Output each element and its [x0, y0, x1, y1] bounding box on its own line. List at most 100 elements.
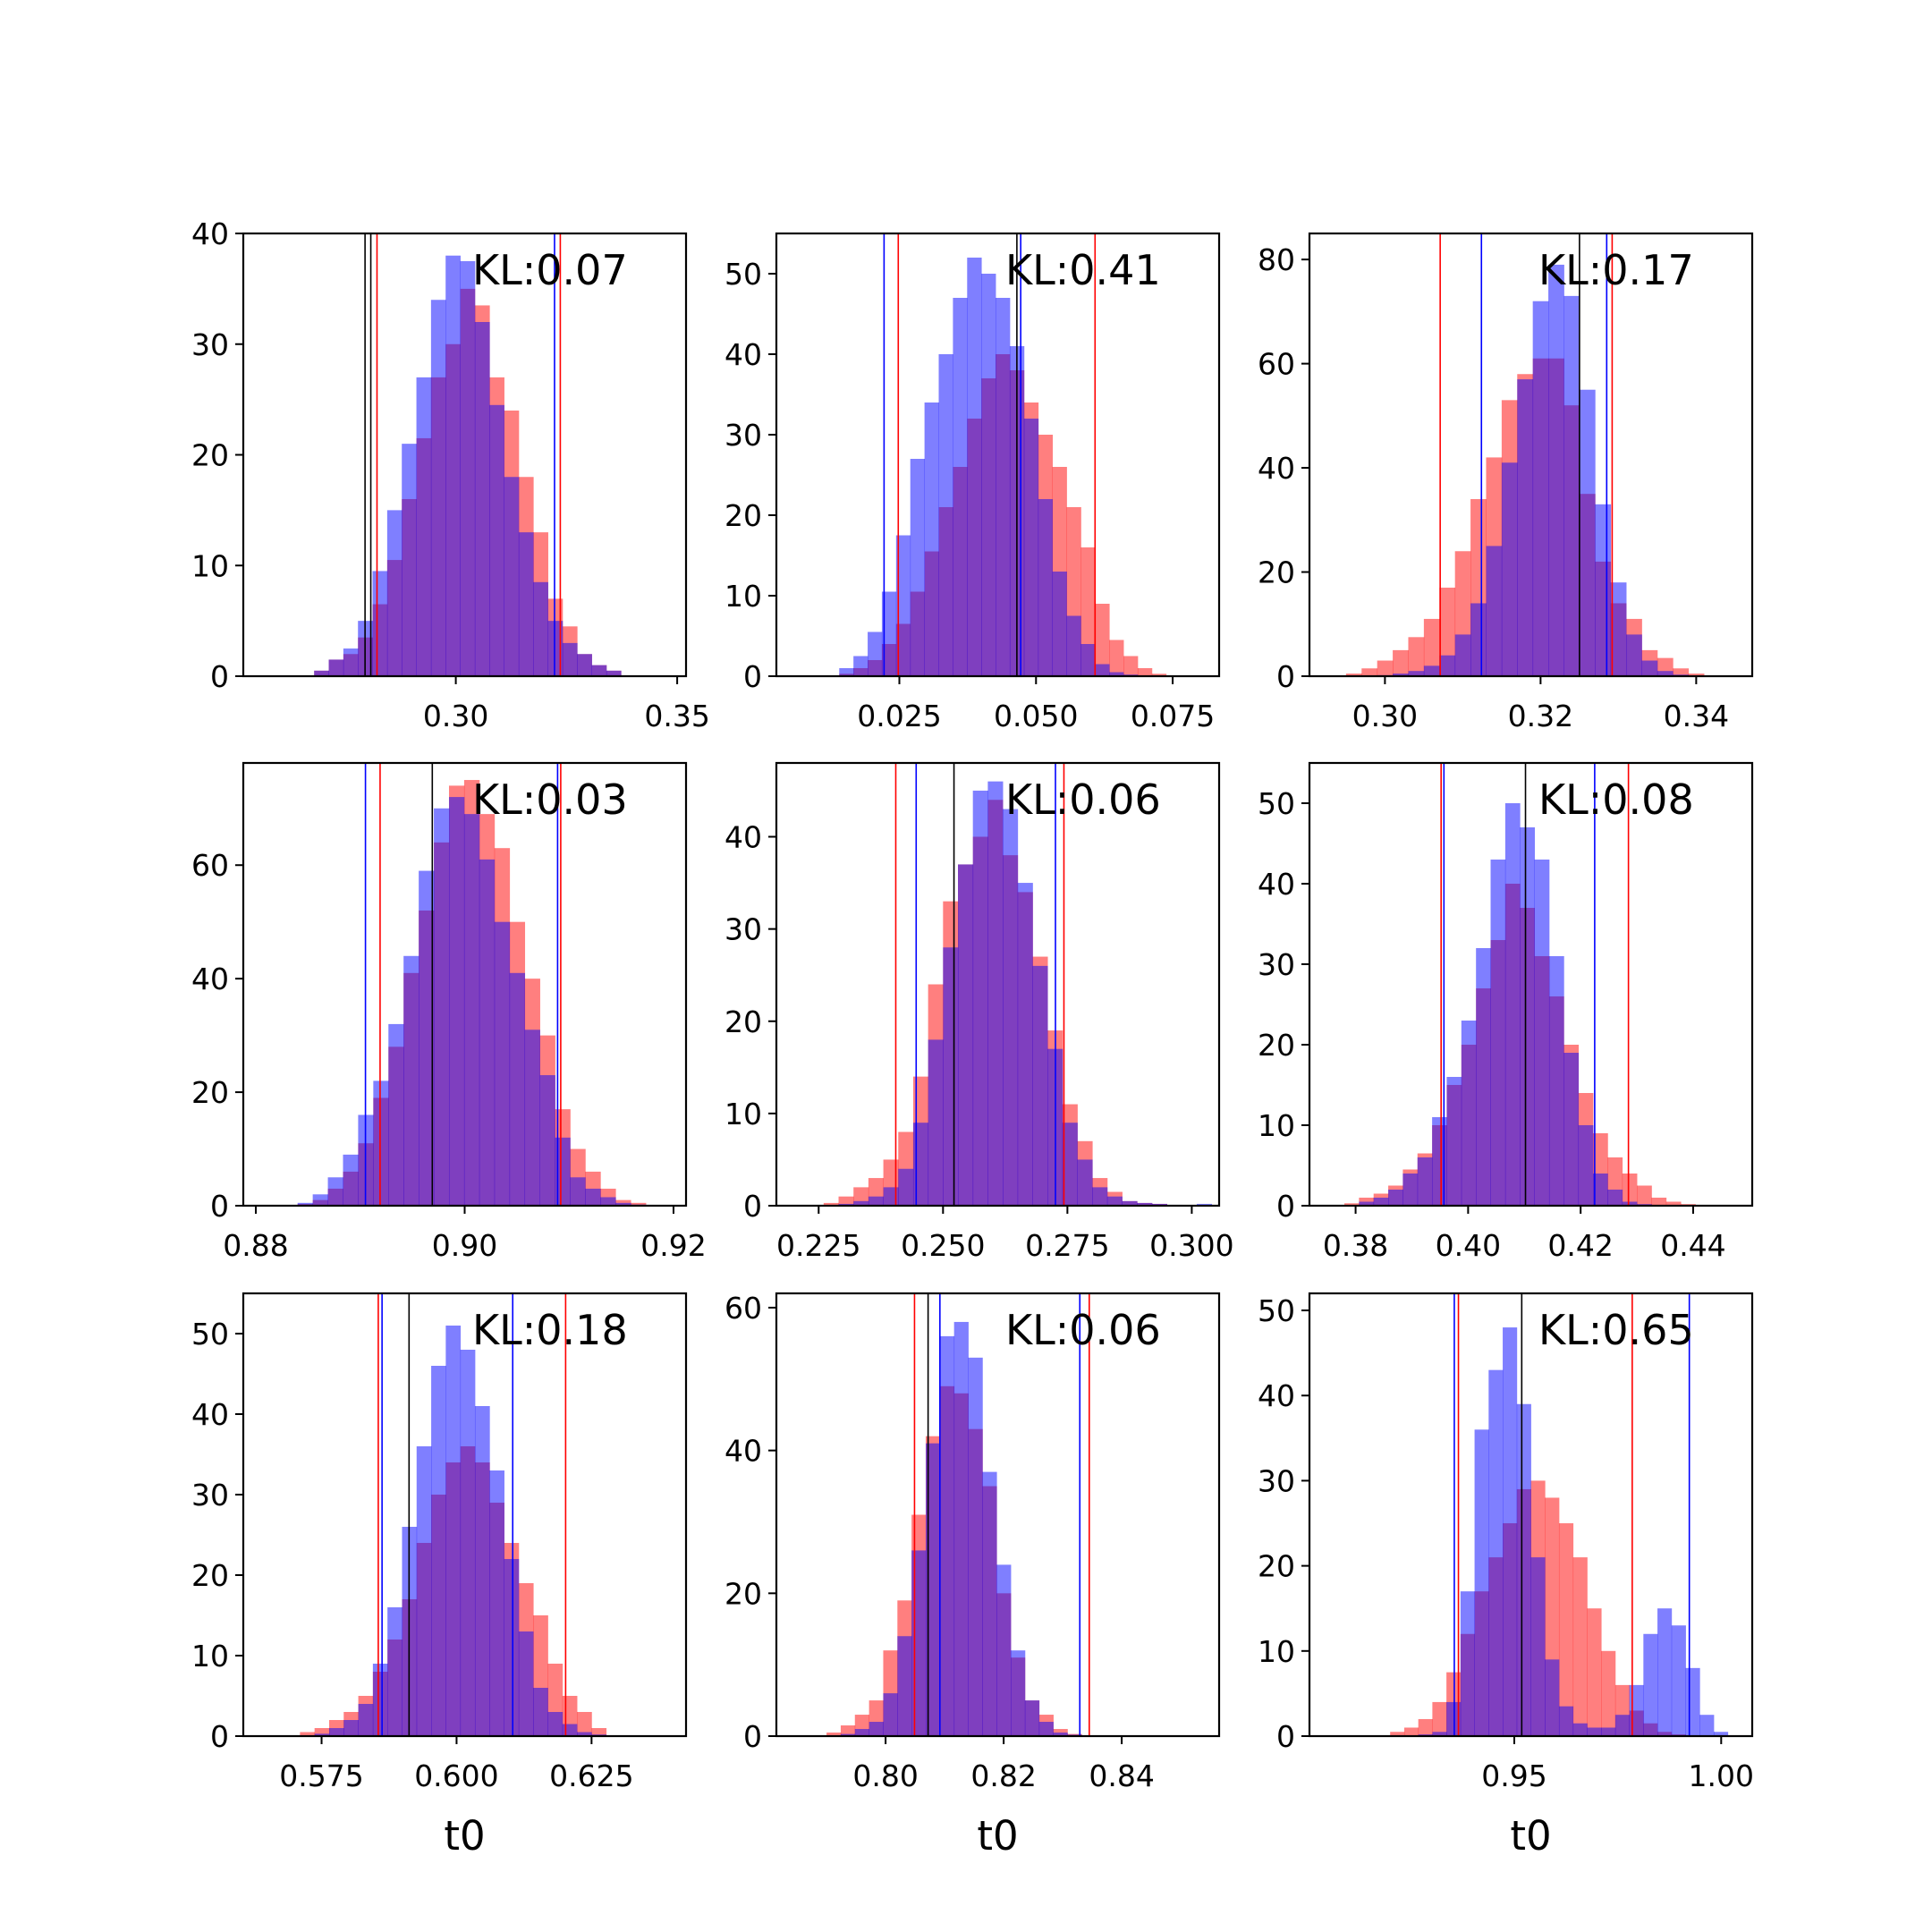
blue-histogram-bar	[883, 1693, 898, 1736]
blue-histogram-bar	[1003, 809, 1019, 1206]
blue-histogram-bar	[1460, 1591, 1475, 1736]
kl-annotation: KL:0.18	[472, 1306, 628, 1354]
blue-histogram-bar	[1393, 674, 1409, 676]
blue-histogram-bar	[1080, 644, 1096, 676]
blue-histogram-bar	[1657, 1608, 1673, 1736]
y-tick-label: 40	[1258, 451, 1295, 486]
blue-histogram-bar	[1657, 671, 1674, 676]
blue-histogram-bar	[1593, 1174, 1608, 1206]
blue-histogram-bar	[869, 1722, 884, 1736]
y-tick-label: 0	[743, 659, 762, 694]
red-histogram-bar	[1344, 1203, 1360, 1206]
red-histogram-bar	[1673, 668, 1690, 676]
blue-histogram-bar	[1545, 1659, 1560, 1736]
red-histogram-bar	[1439, 588, 1456, 676]
panel-3: 0 20 40 60 80 0.30 0.32 0.34 KL:0.17	[1258, 232, 1754, 733]
blue-histogram-bar	[555, 1137, 571, 1206]
blue-histogram-bar	[968, 1357, 983, 1736]
blue-histogram-bar	[1052, 572, 1067, 676]
blue-histogram-bar	[982, 1471, 997, 1736]
y-tick-label: 40	[191, 1397, 229, 1432]
kl-annotation: KL:0.08	[1538, 775, 1694, 824]
y-tick-label: 10	[724, 579, 762, 614]
red-histogram-bar	[823, 1202, 839, 1206]
blue-histogram-bar	[1038, 499, 1054, 676]
blue-histogram-bar	[388, 1023, 404, 1206]
y-tick-label: 0	[743, 1189, 762, 1224]
blue-histogram-bar	[343, 1154, 359, 1206]
x-axis-label: t0	[977, 1812, 1018, 1860]
blue-histogram-bar	[1092, 1187, 1108, 1206]
blue-histogram-bar	[372, 571, 388, 676]
panel-5: 0 10 20 30 40 0.225 0.250 0.275 0.300 KL:0.06	[724, 761, 1234, 1263]
blue-histogram-bar	[1454, 634, 1471, 676]
blue-histogram-bar	[1488, 1369, 1504, 1736]
blue-histogram-bar	[854, 1729, 870, 1736]
y-tick-label: 40	[191, 216, 229, 251]
blue-histogram-bar	[509, 972, 526, 1206]
blue-histogram-bar	[840, 1733, 856, 1736]
plot-area	[826, 1293, 1090, 1736]
x-tick-label: 0.300	[1149, 1228, 1233, 1263]
plot-area	[1390, 1293, 1729, 1736]
x-tick-label: 0.025	[857, 699, 941, 733]
blue-histogram-bar	[1417, 1157, 1433, 1206]
kl-annotation: KL:0.06	[1005, 775, 1161, 824]
y-tick-label: 80	[1258, 242, 1295, 277]
x-tick-label: 0.625	[549, 1758, 633, 1793]
blue-histogram-bar	[883, 1187, 899, 1206]
blue-histogram-bar	[460, 260, 476, 676]
blue-histogram-bar	[853, 656, 869, 676]
blue-histogram-bar	[489, 404, 504, 676]
kl-annotation: KL:0.06	[1005, 1306, 1161, 1354]
blue-histogram-bar	[1503, 1327, 1518, 1736]
blue-histogram-bar	[1023, 419, 1039, 676]
blue-histogram-bar	[953, 298, 968, 676]
x-axis-label: t0	[1510, 1812, 1551, 1860]
y-tick-label: 50	[1258, 786, 1295, 821]
x-tick-label: 0.35	[644, 699, 709, 733]
blue-histogram-bar	[1622, 1201, 1638, 1206]
x-tick-label: 0.44	[1660, 1228, 1725, 1263]
y-tick-label: 40	[724, 1434, 762, 1469]
blue-histogram-series	[297, 797, 647, 1206]
blue-histogram-bar	[479, 859, 496, 1206]
red-histogram-bar	[1601, 1650, 1616, 1736]
blue-histogram-bar	[570, 1177, 586, 1206]
blue-histogram-bar	[328, 659, 344, 676]
blue-histogram-series	[1377, 264, 1690, 676]
blue-histogram-bar	[327, 1177, 343, 1206]
blue-histogram-bar	[1548, 264, 1564, 676]
red-histogram-bar	[1408, 637, 1425, 676]
y-tick-label: 10	[1258, 1108, 1295, 1143]
blue-histogram-bar	[1601, 1727, 1616, 1736]
y-tick-label: 20	[724, 1004, 762, 1039]
y-tick-label: 10	[191, 1639, 229, 1674]
red-histogram-bar	[1418, 1718, 1433, 1736]
blue-histogram-bar	[577, 1732, 592, 1736]
panel-4: 0 20 40 60 0.88 0.90 0.92 KL:0.03	[191, 761, 707, 1263]
x-axis-label: t0	[444, 1812, 485, 1860]
kl-annotation: KL:0.17	[1538, 246, 1694, 294]
blue-histogram-bar	[839, 668, 854, 676]
blue-histogram-bar	[1388, 1190, 1403, 1206]
x-tick-label: 0.275	[1025, 1228, 1109, 1263]
red-histogram-bar	[1688, 674, 1705, 676]
blue-histogram-bar	[1671, 1625, 1686, 1736]
x-tick-label: 0.38	[1323, 1228, 1388, 1263]
blue-histogram-series	[314, 255, 622, 676]
blue-histogram-bar	[1066, 615, 1081, 676]
blue-histogram-series	[840, 1321, 1082, 1736]
x-tick-label: 0.30	[1352, 699, 1418, 733]
red-histogram-bar	[300, 1732, 316, 1736]
panel-frame	[1308, 232, 1754, 678]
plot-area	[314, 233, 622, 676]
blue-histogram-bar	[430, 300, 446, 676]
red-histogram-bar	[1423, 618, 1440, 676]
blue-histogram-bar	[953, 1321, 969, 1736]
blue-histogram-bar	[1032, 965, 1048, 1206]
blue-histogram-bar	[925, 1443, 941, 1736]
blue-histogram-bar	[314, 1733, 330, 1736]
blue-histogram-bar	[431, 1366, 446, 1736]
red-histogram-bar	[1109, 640, 1124, 676]
